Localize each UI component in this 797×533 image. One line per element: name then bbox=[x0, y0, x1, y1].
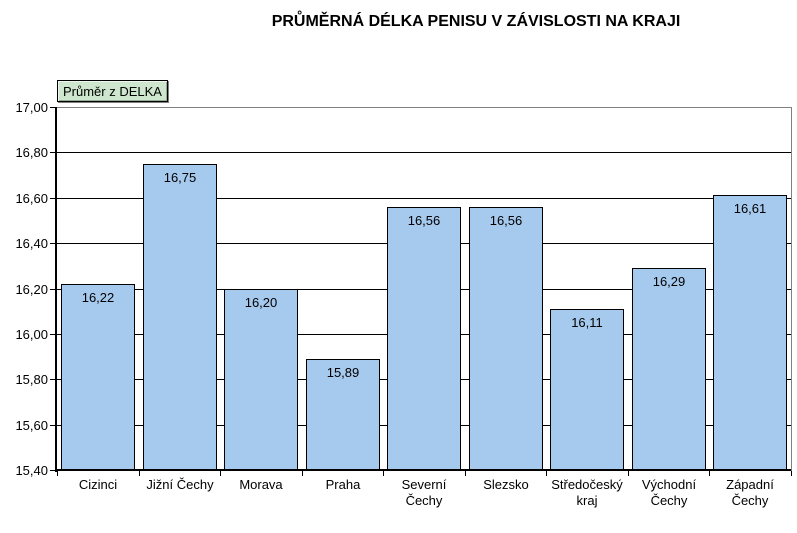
bar: 16,20 bbox=[224, 289, 298, 471]
bar: 16,61 bbox=[713, 195, 787, 471]
y-axis-tick bbox=[50, 470, 57, 471]
bar: 16,56 bbox=[469, 207, 543, 471]
x-axis-tick bbox=[546, 471, 547, 476]
y-axis-line bbox=[55, 107, 57, 472]
bar: 16,29 bbox=[632, 268, 706, 471]
x-axis-category-label: Praha bbox=[325, 477, 361, 492]
y-axis-tick bbox=[50, 334, 57, 335]
gridline bbox=[57, 198, 791, 199]
gridline bbox=[57, 152, 791, 153]
x-axis-category-label: Severní Čechy bbox=[401, 477, 447, 508]
bar-value-label: 16,56 bbox=[407, 213, 441, 228]
x-axis-tick bbox=[383, 471, 384, 476]
y-axis-tick-label: 15,60 bbox=[15, 418, 48, 433]
bar-value-label: 15,89 bbox=[326, 365, 360, 380]
x-axis-category-label: Západní Čechy bbox=[726, 477, 774, 508]
bar: 16,56 bbox=[387, 207, 461, 471]
x-axis-category-label: Slezsko bbox=[483, 477, 529, 492]
bar: 16,11 bbox=[550, 309, 624, 471]
x-axis-tick bbox=[791, 471, 792, 476]
y-axis-tick bbox=[50, 243, 57, 244]
y-axis-tick-label: 17,00 bbox=[15, 100, 48, 115]
bar: 16,22 bbox=[61, 284, 135, 471]
bar-value-label: 16,56 bbox=[489, 213, 523, 228]
x-axis-category-label: Středočeský kraj bbox=[551, 477, 623, 508]
plot-area bbox=[57, 107, 792, 471]
bar-value-label: 16,75 bbox=[163, 170, 197, 185]
y-axis-tick-label: 16,20 bbox=[15, 282, 48, 297]
y-axis-tick bbox=[50, 107, 57, 108]
x-axis-category-label: Východní Čechy bbox=[641, 477, 697, 508]
y-axis-tick bbox=[50, 198, 57, 199]
chart-title: PRŮMĚRNÁ DÉLKA PENISU V ZÁVISLOSTI NA KR… bbox=[271, 13, 681, 30]
x-axis-tick bbox=[628, 471, 629, 476]
bar-value-label: 16,22 bbox=[81, 290, 115, 305]
y-axis-tick bbox=[50, 425, 57, 426]
y-axis-tick-label: 16,80 bbox=[15, 145, 48, 160]
x-axis-category-label: Jižní Čechy bbox=[146, 477, 214, 492]
y-axis-tick-label: 15,80 bbox=[15, 372, 48, 387]
y-axis-tick-label: 16,40 bbox=[15, 236, 48, 251]
x-axis-tick bbox=[139, 471, 140, 476]
x-axis-category-label: Morava bbox=[239, 477, 283, 492]
x-axis-tick bbox=[57, 471, 58, 476]
y-axis-tick bbox=[50, 152, 57, 153]
y-axis-tick-label: 15,40 bbox=[15, 463, 48, 478]
y-axis-tick bbox=[50, 379, 57, 380]
x-axis-tick bbox=[220, 471, 221, 476]
pivot-field-button[interactable]: Průměr z DELKA bbox=[57, 80, 168, 102]
y-axis-tick-label: 16,60 bbox=[15, 191, 48, 206]
y-axis-tick-label: 16,00 bbox=[15, 327, 48, 342]
bar: 16,75 bbox=[143, 164, 217, 471]
x-axis-tick bbox=[709, 471, 710, 476]
bar-value-label: 16,61 bbox=[733, 201, 767, 216]
x-axis-tick bbox=[302, 471, 303, 476]
x-axis-line bbox=[55, 469, 791, 471]
bar-value-label: 16,20 bbox=[244, 295, 278, 310]
x-axis-tick bbox=[465, 471, 466, 476]
y-axis-tick bbox=[50, 289, 57, 290]
x-axis-category-label: Cizinci bbox=[78, 477, 118, 492]
bar: 15,89 bbox=[306, 359, 380, 471]
bar-value-label: 16,29 bbox=[652, 274, 686, 289]
bar-value-label: 16,11 bbox=[571, 315, 603, 330]
